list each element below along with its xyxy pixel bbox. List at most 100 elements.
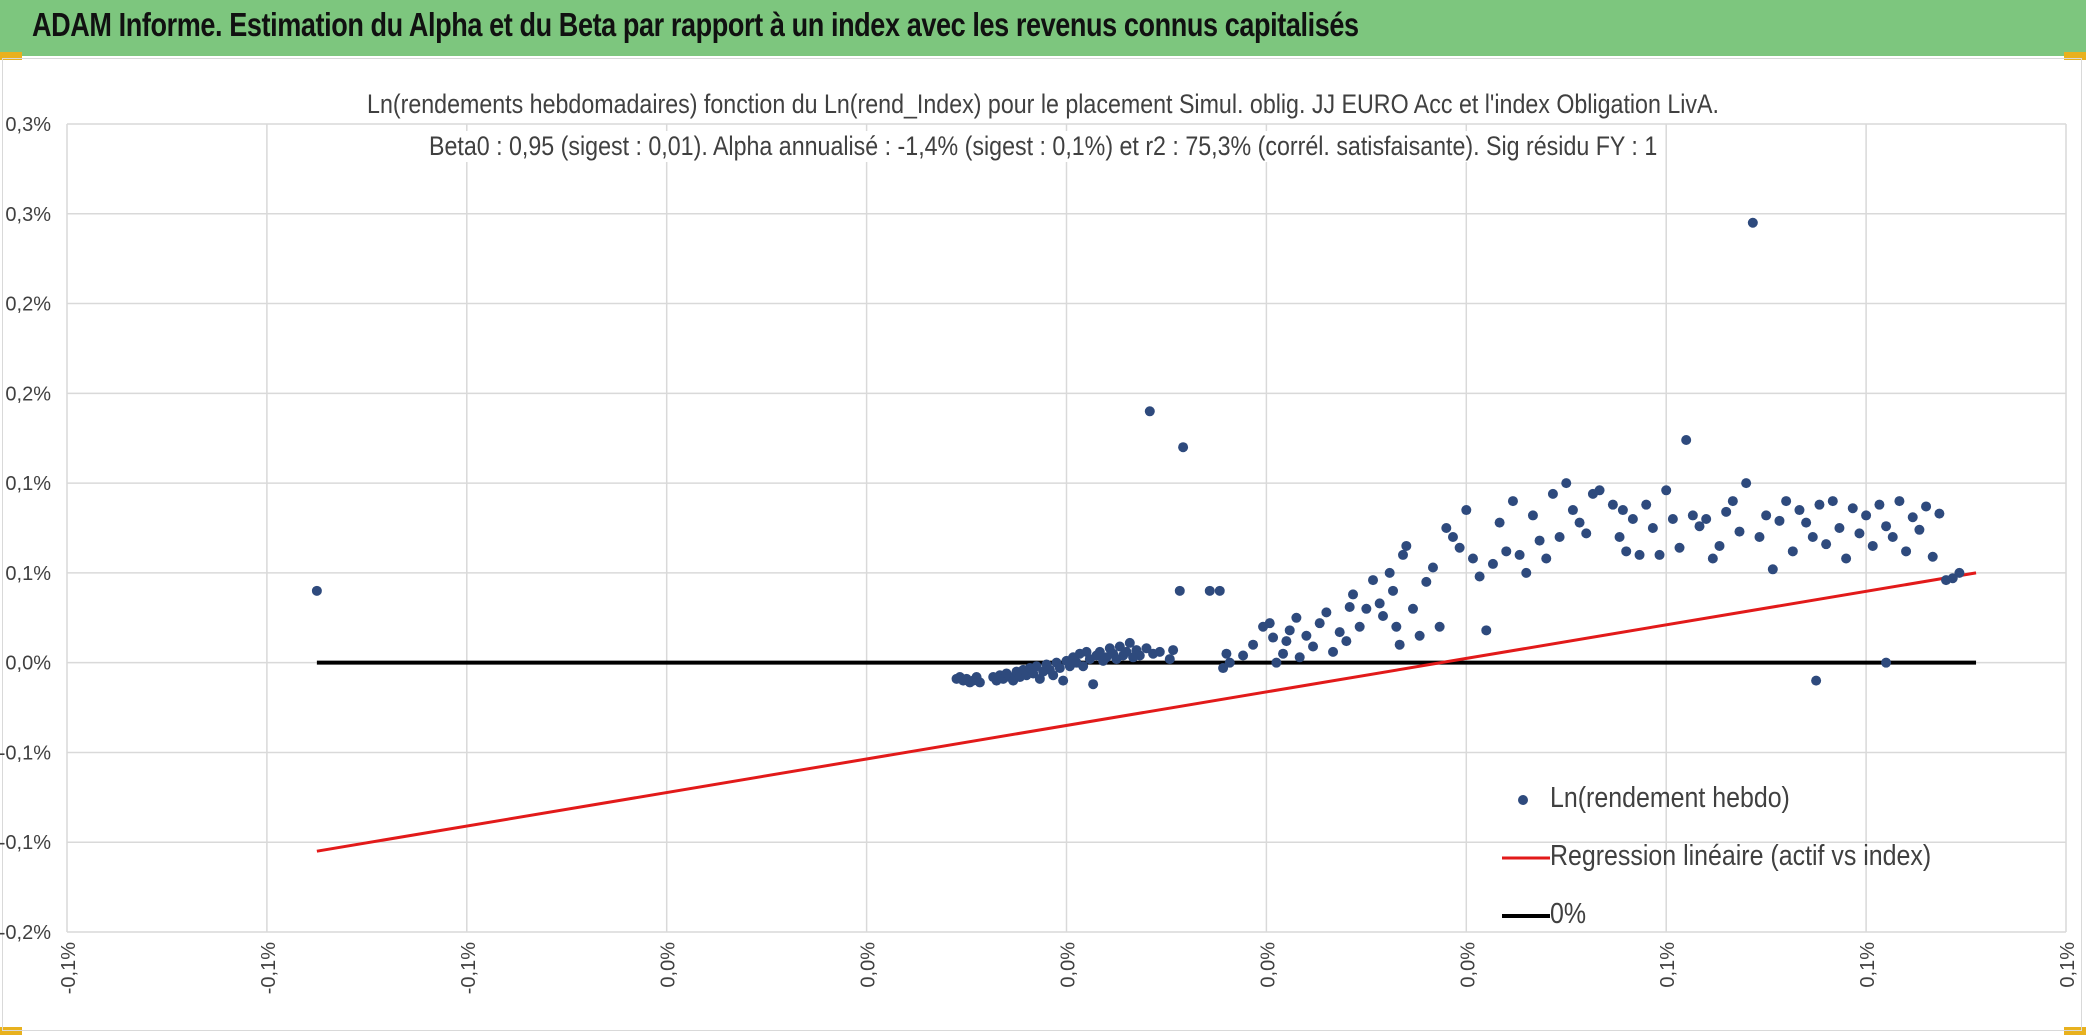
data-point [1284,625,1295,636]
data-point [1507,496,1518,507]
y-tick-label: 0,3% [5,114,51,136]
data-point [1238,650,1249,661]
y-tick-label: 0,0% [5,653,51,675]
y-tick-label: -0,2% [0,922,51,944]
data-point [1811,675,1822,686]
data-point [1681,435,1692,446]
data-point [1881,657,1892,668]
legend-label-scatter: Ln(rendement hebdo) [1550,782,1790,814]
data-point [1048,670,1059,681]
data-point [1121,646,1132,657]
data-point [1134,650,1145,661]
data-point [1278,648,1289,659]
data-point [1781,496,1792,507]
data-point [1321,607,1332,618]
data-point [1554,531,1565,542]
data-point [1527,510,1538,521]
legend-marker-scatter [1518,795,1528,805]
data-point [1734,526,1745,537]
data-point [1767,564,1778,575]
y-tick-label: 0,2% [5,294,51,316]
data-point [1821,539,1832,550]
data-point [1754,531,1765,542]
data-point [1874,499,1885,510]
data-point [1894,496,1905,507]
data-point [1694,521,1705,532]
data-point [1674,542,1685,553]
data-point [1787,546,1798,557]
data-point [1168,645,1179,656]
y-tick-label: -0,1% [0,832,51,854]
data-point [1547,488,1558,499]
data-point [1174,585,1185,596]
data-point [1841,553,1852,564]
data-point [1494,517,1505,528]
data-point [1747,217,1758,228]
data-point [1268,632,1279,643]
y-tick-label: 0,2% [5,383,51,405]
regression-line [316,571,1977,853]
data-point [1847,503,1858,514]
x-tick-label: 0,0% [658,942,680,988]
data-point [1054,663,1065,674]
data-point [1514,549,1525,560]
data-point [1204,585,1215,596]
chart-frame [2,58,2082,1031]
data-point [1397,549,1408,560]
data-point [1901,546,1912,557]
data-point [1058,675,1069,686]
data-point [1348,589,1359,600]
data-point [1574,517,1585,528]
data-point [1414,630,1425,641]
data-point [1641,499,1652,510]
data-point [1221,648,1232,659]
data-point [1308,641,1319,652]
x-tick-label: -0,1% [458,942,480,994]
data-point [1124,637,1135,648]
data-point [1647,523,1658,533]
data-point [1801,517,1812,528]
x-tick-label: 0,0% [1257,942,1279,988]
data-point [1541,553,1552,564]
data-point [1714,540,1725,551]
data-point [1291,612,1302,623]
x-tick-label: 0,0% [858,942,880,988]
data-point [1954,567,1965,578]
data-point [1088,679,1099,690]
data-point [1467,553,1478,564]
data-point [1827,496,1838,507]
data-point [1294,652,1305,663]
data-point [1454,542,1465,553]
data-point [1334,627,1345,638]
data-point [1654,549,1665,560]
data-point [1947,573,1958,584]
x-tick-label: -0,1% [58,942,80,994]
data-point [1178,442,1189,453]
data-point [1487,558,1498,569]
data-point [1031,661,1042,672]
data-point [1794,505,1805,516]
data-point [1934,508,1945,519]
data-point [1421,576,1432,587]
data-point [1914,524,1925,535]
data-point [1301,630,1312,641]
data-point [1391,621,1402,632]
data-point [1141,643,1152,654]
data-point [1501,546,1512,557]
corner-mark-bottom-left [0,1027,22,1035]
data-point [974,677,985,688]
data-point [1361,603,1372,614]
data-point [1461,505,1472,516]
data-point [1854,528,1865,539]
y-tick-label: 0,1% [5,563,51,585]
data-point [1561,478,1572,489]
data-point [1368,575,1379,586]
data-point [1328,646,1339,657]
data-point [1867,540,1878,551]
chart-title-line-2: Beta0 : 0,95 (sigest : 0,01). Alpha annu… [0,131,2086,162]
data-point [1078,661,1089,672]
corner-mark-top-right [2064,52,2086,60]
data-point [1427,562,1438,573]
data-point [1627,514,1638,525]
data-point [1271,657,1282,668]
